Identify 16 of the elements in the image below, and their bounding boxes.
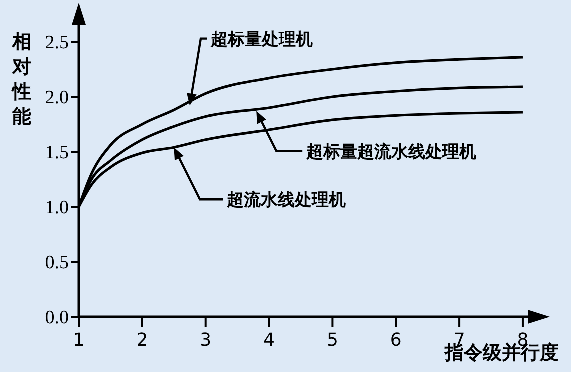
annotation: 超流水线处理机 bbox=[226, 190, 346, 211]
x-tick-label: 6 bbox=[390, 330, 402, 351]
y-tick-label: 1.5 bbox=[45, 142, 69, 164]
y-tick-label: 0.0 bbox=[45, 308, 69, 329]
y-tick-label: 1.0 bbox=[45, 198, 69, 219]
x-tick-label: 5 bbox=[326, 330, 338, 351]
annotation: 超标量处理机 bbox=[210, 30, 313, 50]
y-tick-label: 0.5 bbox=[45, 252, 69, 274]
y-axis-title: 相对性能 bbox=[10, 30, 32, 130]
y-tick-label: 2.5 bbox=[45, 32, 69, 54]
y-tick-label: 2.0 bbox=[45, 88, 69, 109]
x-tick-label: 4 bbox=[264, 330, 275, 351]
x-tick-label: 2 bbox=[136, 330, 148, 351]
x-tick-label: 1 bbox=[73, 330, 85, 351]
annotation: 超标量超流水线处理机 bbox=[306, 142, 477, 162]
x-tick-label: 3 bbox=[200, 330, 212, 351]
